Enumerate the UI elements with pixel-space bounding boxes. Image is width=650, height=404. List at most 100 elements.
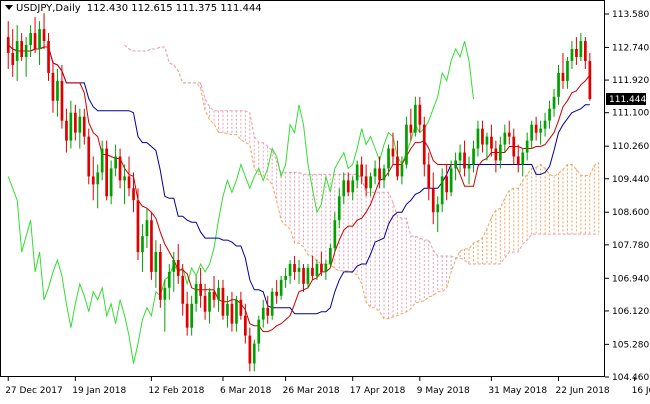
candle-body — [181, 275, 185, 304]
candle — [346, 172, 350, 197]
candle — [414, 96, 417, 137]
candle-body — [329, 248, 332, 264]
candle — [570, 41, 574, 69]
candle-body — [261, 307, 265, 320]
candle-body — [11, 53, 15, 65]
candle-body — [378, 168, 381, 181]
candle-body — [427, 164, 431, 189]
candle-body — [337, 196, 341, 221]
candle-body — [534, 124, 538, 133]
x-tick-label: 12 Feb 2018 — [148, 386, 204, 396]
candle-body — [584, 41, 587, 61]
candle-body — [449, 168, 453, 193]
candle — [167, 263, 171, 300]
candle — [199, 267, 202, 308]
candle — [284, 267, 287, 288]
candle-body — [324, 264, 328, 272]
candle — [503, 124, 507, 153]
candle — [270, 287, 274, 320]
candle-body — [87, 136, 91, 177]
candle-body — [15, 41, 19, 61]
candle-body — [42, 29, 46, 41]
candle-body — [476, 128, 480, 149]
candle-body — [570, 49, 574, 61]
candle-body — [405, 124, 408, 165]
candle-body — [418, 104, 422, 125]
candle — [65, 108, 68, 153]
candle-body — [507, 132, 511, 137]
candle — [141, 224, 144, 272]
candle — [163, 279, 167, 332]
candle-body — [74, 112, 77, 133]
candle-body — [494, 148, 498, 161]
tenkan-sen-line — [7, 44, 591, 333]
candle — [543, 112, 547, 137]
candle — [56, 68, 59, 117]
candle — [100, 140, 104, 181]
x-tick-label: 9 May 2018 — [417, 386, 470, 396]
y-tick-label: 111.920 — [612, 76, 649, 86]
candle-body — [472, 148, 475, 165]
candle-body — [579, 41, 583, 57]
candle — [42, 13, 46, 50]
candle — [279, 275, 283, 300]
candle-body — [185, 303, 189, 328]
candle-body — [561, 72, 565, 81]
candle-body — [400, 164, 404, 177]
candle-body — [239, 299, 243, 316]
candle-body — [51, 72, 55, 101]
candle — [588, 53, 592, 101]
candle — [51, 60, 55, 113]
candle — [387, 144, 390, 177]
y-tick-label: 110.260 — [612, 142, 649, 152]
candle-body — [467, 164, 471, 169]
candle-body — [127, 176, 131, 189]
x-tick-label: 17 Apr 2018 — [350, 386, 406, 396]
candle — [458, 144, 462, 173]
candle — [507, 120, 511, 145]
candle — [427, 152, 431, 201]
candle-body — [203, 295, 207, 312]
candle — [78, 108, 82, 149]
candle-body — [217, 287, 220, 300]
candle — [405, 116, 408, 169]
candle-body — [199, 283, 202, 296]
candle — [584, 37, 587, 69]
candle-body — [123, 176, 126, 181]
candle-body — [512, 136, 516, 157]
candle — [261, 299, 265, 328]
current-price-label: 111.444 — [609, 95, 646, 105]
candle-body — [302, 267, 305, 284]
candle-body — [355, 164, 359, 181]
candle-body — [458, 152, 462, 161]
candle — [422, 116, 426, 177]
candle — [252, 339, 256, 372]
candle-body — [485, 136, 489, 145]
candle — [485, 132, 489, 161]
candle — [360, 156, 363, 185]
y-tick-label: 112.740 — [612, 43, 649, 53]
y-tick-label: 107.780 — [612, 241, 649, 251]
candle-body — [212, 291, 216, 300]
candle-body — [208, 291, 211, 312]
candle-body — [159, 252, 162, 300]
chart-title: USDJPY,Daily 112.430 112.615 111.375 111.… — [5, 3, 262, 14]
candle-body — [499, 144, 502, 161]
candle — [114, 144, 117, 177]
candle — [154, 240, 158, 288]
candle-body — [436, 204, 440, 213]
candle-body — [454, 160, 457, 169]
current-price-label-bg — [606, 93, 646, 105]
candle — [512, 128, 516, 165]
candle — [561, 53, 565, 89]
candle-body — [257, 319, 261, 344]
candle — [530, 120, 533, 149]
candle — [239, 291, 243, 320]
candle-body — [20, 41, 23, 57]
candle — [400, 156, 404, 185]
candle — [494, 140, 498, 173]
candle — [454, 152, 457, 181]
candle — [391, 132, 395, 165]
kijun-sen-line — [7, 44, 590, 315]
